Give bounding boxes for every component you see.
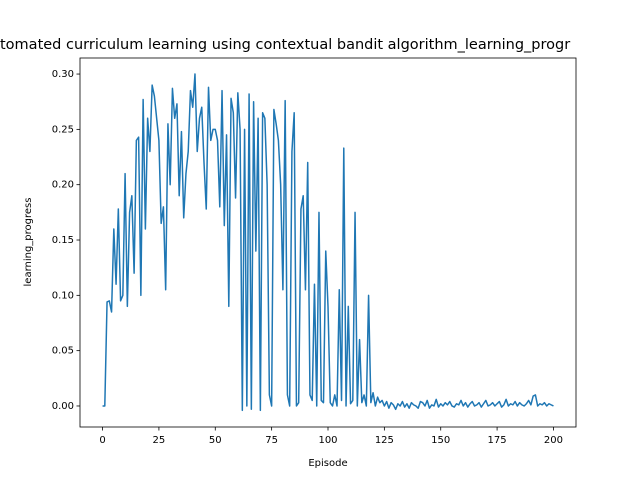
data-line [102,73,554,412]
plot-frame [79,57,577,428]
y-tick-label: 0.10 [52,290,74,301]
y-tick-label: 0.30 [52,69,74,80]
y-tick-label: 0.20 [52,180,74,191]
y-tick-label: 0.00 [52,401,74,412]
x-tick-label: 125 [375,435,394,446]
y-axis-label: learning_progress [23,198,34,287]
x-tick-label: 200 [544,435,563,446]
x-tick-label: 50 [209,435,222,446]
x-tick-label: 0 [99,435,105,446]
x-tick-label: 100 [318,435,337,446]
x-tick-label: 150 [431,435,450,446]
y-tick-label: 0.05 [52,346,74,357]
y-tick-label: 0.25 [52,124,74,135]
x-tick-label: 175 [488,435,507,446]
x-axis-label: Episode [308,458,347,469]
x-tick-label: 75 [265,435,278,446]
y-tick-label: 0.15 [52,235,74,246]
chart-title: tomated curriculum learning using contex… [0,37,570,53]
x-tick-label: 25 [153,435,166,446]
